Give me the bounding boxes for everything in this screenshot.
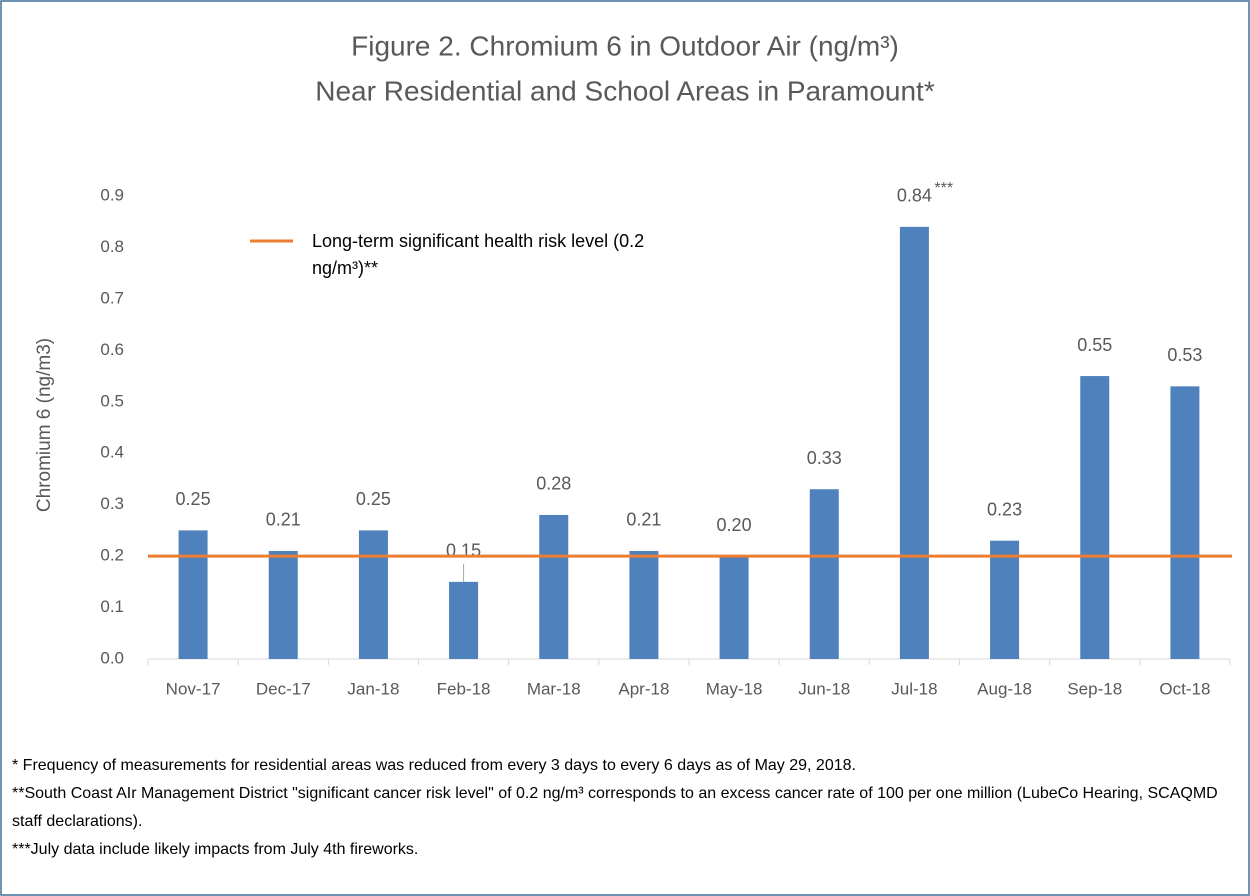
y-axis-label: Chromium 6 (ng/m3): [34, 338, 55, 512]
y-tick-label: 0.3: [100, 494, 124, 513]
x-tick-label: Oct-18: [1159, 679, 1210, 698]
bar: [809, 489, 839, 659]
bar: [1080, 376, 1110, 659]
bar: [990, 540, 1020, 659]
x-tick-label: Jan-18: [347, 679, 399, 698]
x-tick-label: Jul-18: [891, 679, 937, 698]
y-tick-label: 0.8: [100, 237, 124, 256]
bar: [178, 530, 208, 659]
notes: * Frequency of measurements for resident…: [12, 752, 1234, 864]
chart-subtitle: Near Residential and School Areas in Par…: [315, 75, 935, 106]
y-tick-label: 0.6: [100, 340, 124, 359]
value-label: 0.33: [807, 448, 842, 468]
bar: [268, 550, 298, 659]
bar: [1170, 386, 1200, 659]
bar: [899, 226, 929, 659]
y-tick-label: 0.4: [100, 443, 124, 462]
x-tick-label: May-18: [706, 679, 763, 698]
bar: [629, 550, 659, 659]
y-tick-label: 0.0: [100, 648, 124, 667]
x-tick-label: Sep-18: [1067, 679, 1122, 698]
x-tick-label: Apr-18: [618, 679, 669, 698]
legend-label: Long-term significant health risk level …: [312, 231, 645, 278]
chart-title: Figure 2. Chromium 6 in Outdoor Air (ng/…: [351, 30, 899, 61]
y-tick-label: 0.1: [100, 597, 124, 616]
value-label: 0.25: [356, 489, 391, 509]
y-tick-label: 0.9: [100, 185, 124, 204]
value-label: 0.25: [176, 489, 211, 509]
x-tick-label: Dec-17: [256, 679, 311, 698]
value-label: 0.55: [1077, 335, 1112, 355]
x-tick-label: Nov-17: [166, 679, 221, 698]
x-tick-label: Mar-18: [527, 679, 581, 698]
value-label: 0.53: [1167, 345, 1202, 365]
y-tick-label: 0.5: [100, 391, 124, 410]
x-tick-label: Jun-18: [798, 679, 850, 698]
bar: [719, 556, 749, 659]
value-label: 0.21: [626, 510, 661, 530]
y-tick-label: 0.2: [100, 546, 124, 565]
value-label: 0.84: [897, 186, 932, 206]
bar: [539, 514, 569, 659]
value-label: 0.28: [536, 474, 571, 494]
bar: [358, 530, 388, 659]
note: **South Coast AIr Management District "s…: [12, 785, 1218, 830]
value-label: 0.20: [717, 515, 752, 535]
value-label: 0.21: [266, 510, 301, 530]
x-tick-label: Aug-18: [977, 679, 1032, 698]
note: * Frequency of measurements for resident…: [12, 757, 856, 774]
note: ***July data include likely impacts from…: [12, 841, 419, 858]
annotation: ***: [934, 180, 953, 197]
bar: [449, 581, 479, 659]
value-label: 0.23: [987, 499, 1022, 519]
x-tick-label: Feb-18: [437, 679, 491, 698]
y-tick-label: 0.7: [100, 288, 124, 307]
